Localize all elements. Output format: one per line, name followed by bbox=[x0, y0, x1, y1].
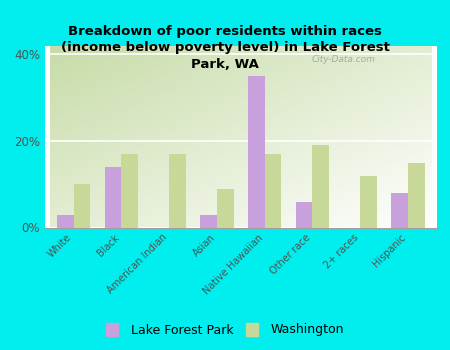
Bar bbox=[391, 193, 408, 228]
Text: City-Data.com: City-Data.com bbox=[311, 55, 375, 64]
Bar bbox=[312, 145, 329, 228]
Bar bbox=[169, 154, 186, 228]
Bar bbox=[74, 184, 90, 228]
Text: Breakdown of poor residents within races
(income below poverty level) in Lake Fo: Breakdown of poor residents within races… bbox=[61, 25, 389, 71]
Bar bbox=[296, 202, 312, 228]
Bar bbox=[105, 167, 122, 228]
Bar bbox=[360, 175, 377, 228]
Bar bbox=[217, 189, 234, 228]
Bar bbox=[57, 215, 74, 228]
Bar bbox=[265, 154, 281, 228]
Legend: Lake Forest Park, Washington: Lake Forest Park, Washington bbox=[102, 319, 348, 340]
Bar bbox=[122, 154, 138, 228]
Bar bbox=[408, 162, 424, 228]
Bar bbox=[200, 215, 217, 228]
Bar bbox=[248, 76, 265, 228]
